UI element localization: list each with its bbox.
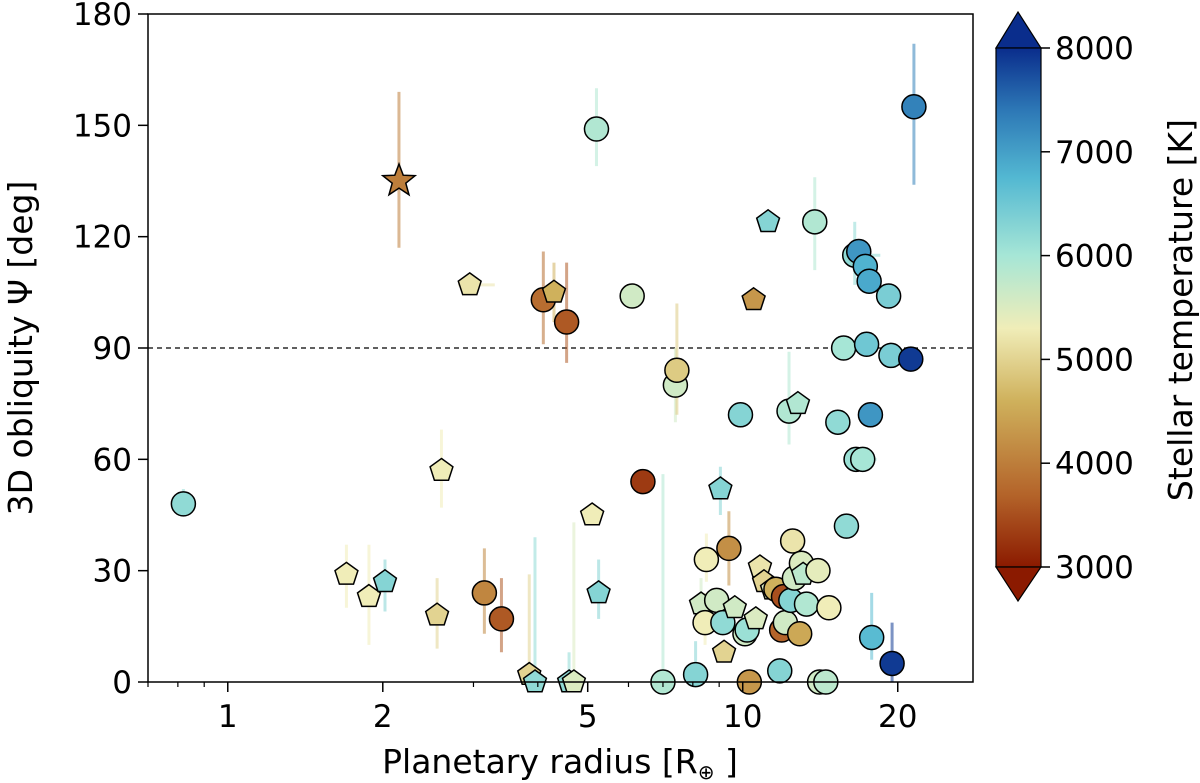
y-tick-label: 150 [73,108,132,144]
pentagon-marker [741,286,766,311]
colorbar-bottom-extension [994,566,1043,603]
colorbar-tick-label: 5000 [1055,342,1134,378]
circle-marker [664,357,690,384]
circle-marker [682,661,709,688]
x-tick-label: 1 [218,699,238,735]
circle-marker [693,546,720,573]
y-tick-label: 60 [93,442,132,478]
circle-marker [816,595,842,621]
circle-marker [630,468,656,495]
pentagon-marker [586,579,611,604]
colorbar-tick-label: 7000 [1055,135,1134,171]
pentagon-marker [722,594,748,619]
pentagon-marker [755,208,781,233]
pentagon-marker [541,279,567,303]
x-tick-label: 2 [373,699,393,735]
pentagon-marker [522,669,548,693]
colorbar-tick-label: 3000 [1055,550,1134,586]
y-tick-label: 90 [93,331,132,367]
circle-marker [901,94,927,120]
circle-marker [802,209,828,235]
colorbar-label: Stellar temperature [K] [1161,119,1200,501]
pentagon-marker [429,457,454,481]
circle-marker [875,283,902,309]
pentagon-marker [708,476,733,500]
y-axis: 0 30 60 90 120 150 180 [73,0,148,701]
plot-area [147,13,974,695]
colorbar-top-extension [994,10,1043,49]
pentagon-marker [561,669,587,693]
x-tick-label: 5 [578,699,598,735]
pentagon-marker [743,605,769,630]
circle-marker [786,621,813,647]
x-axis: 1 2 5 10 20 [147,682,917,735]
y-tick-label: 120 [73,220,132,256]
circle-marker [879,650,905,677]
circle-marker [766,658,793,684]
circle-marker [856,268,882,294]
circle-marker [833,513,860,539]
colorbar-gradient [995,47,1042,568]
circle-marker [830,335,857,361]
pentagon-marker [372,568,398,593]
colorbar-tick-label: 4000 [1055,446,1134,482]
pentagon-marker [424,602,450,626]
colorbar-tick-label: 6000 [1055,239,1134,275]
y-tick-label: 180 [73,0,132,33]
circle-marker [805,557,831,584]
star-marker [380,161,418,197]
circle-marker [898,346,924,372]
circle-marker [779,528,806,554]
circle-marker [849,446,876,473]
circle-marker [857,402,884,428]
y-axis-label: 3D obliquity Ψ [deg] [1,181,40,516]
colorbar-ticks: 3000 4000 5000 6000 7000 8000 [1041,31,1134,586]
circle-marker [553,309,580,335]
circle-marker [727,402,754,428]
y-tick-label: 30 [93,554,132,590]
pentagon-marker [711,639,737,663]
circle-marker [471,580,498,606]
pentagon-marker [785,390,811,415]
circle-marker [583,116,610,142]
x-tick-label: 10 [723,699,762,735]
circle-marker [853,331,880,358]
circle-marker [793,591,820,617]
x-tick-label: 20 [878,699,917,735]
pentagon-marker [334,561,359,585]
circle-marker [716,535,742,562]
colorbar: 3000 4000 5000 6000 7000 8000 Stellar tempera… [994,10,1200,603]
pentagon-marker [579,502,605,526]
circle-marker [619,283,645,309]
pentagon-marker [457,271,482,296]
x-axis-label: Planetary radius [R⊕ ] [382,742,738,783]
circle-marker [858,624,885,651]
circle-marker [488,606,515,632]
circle-marker [170,491,197,517]
y-tick-label: 0 [112,665,132,701]
circle-marker [825,409,851,435]
colorbar-tick-label: 8000 [1055,31,1134,67]
data-markers [170,94,927,695]
